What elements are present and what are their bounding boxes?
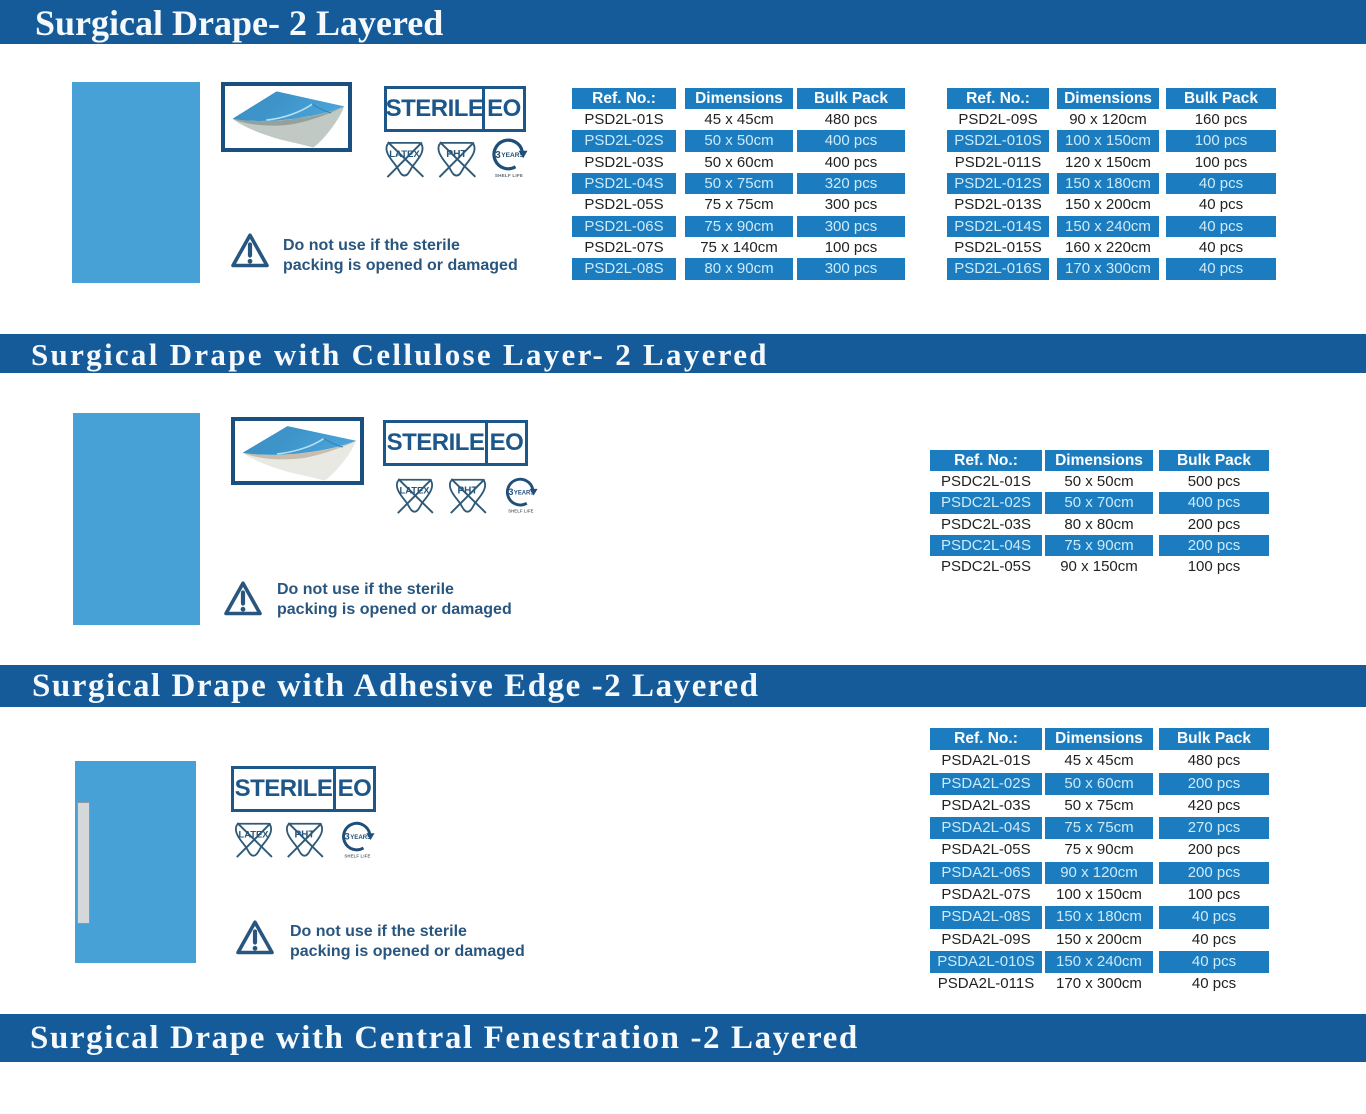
svg-text:3: 3 bbox=[508, 487, 513, 497]
svg-text:SHELF LIFE: SHELF LIFE bbox=[508, 508, 533, 513]
svg-text:SHELF LIFE: SHELF LIFE bbox=[495, 173, 523, 178]
svg-text:LATEX: LATEX bbox=[389, 149, 420, 160]
svg-text:LATEX: LATEX bbox=[239, 830, 270, 840]
svg-text:SHELF LIFE: SHELF LIFE bbox=[344, 853, 370, 858]
svg-text:3: 3 bbox=[345, 832, 350, 842]
svg-text:LATEX: LATEX bbox=[400, 486, 431, 496]
svg-text:PHT: PHT bbox=[295, 830, 315, 841]
svg-text:YEARS: YEARS bbox=[350, 834, 371, 841]
svg-text:3: 3 bbox=[495, 150, 501, 161]
svg-text:YEARS: YEARS bbox=[501, 152, 524, 159]
svg-text:PHT: PHT bbox=[458, 486, 478, 497]
svg-text:PHT: PHT bbox=[446, 149, 467, 160]
svg-text:YEARS: YEARS bbox=[514, 491, 534, 497]
